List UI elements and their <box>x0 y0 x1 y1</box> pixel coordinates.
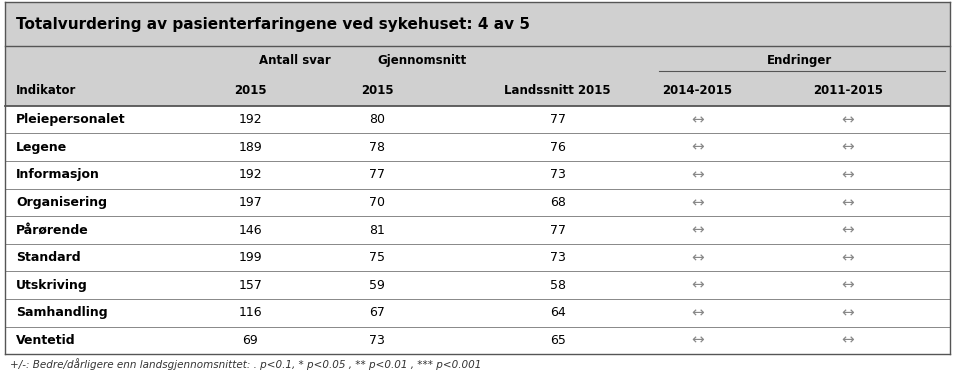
Text: ↔: ↔ <box>690 195 704 210</box>
Bar <box>5 2 950 46</box>
Text: 75: 75 <box>370 251 385 264</box>
Text: Endringer: Endringer <box>767 54 833 67</box>
Text: 146: 146 <box>239 224 262 236</box>
Text: ↔: ↔ <box>690 167 704 182</box>
Text: 69: 69 <box>243 334 258 347</box>
Text: Totalvurdering av pasienterfaringene ved sykehuset: 4 av 5: Totalvurdering av pasienterfaringene ved… <box>16 17 530 32</box>
Text: Standard: Standard <box>16 251 81 264</box>
Text: Pårørende: Pårørende <box>16 224 89 236</box>
Text: 2014-2015: 2014-2015 <box>662 84 732 97</box>
Text: 81: 81 <box>370 224 385 236</box>
Text: 73: 73 <box>550 168 565 181</box>
Text: ↔: ↔ <box>841 305 855 320</box>
Text: Informasjon: Informasjon <box>16 168 100 181</box>
Text: 73: 73 <box>550 251 565 264</box>
Text: Pleiepersonalet: Pleiepersonalet <box>16 113 126 126</box>
Text: 199: 199 <box>239 251 262 264</box>
Text: 192: 192 <box>239 113 262 126</box>
Text: ↔: ↔ <box>690 278 704 293</box>
Bar <box>5 46 950 75</box>
Text: 77: 77 <box>370 168 385 181</box>
Text: ↔: ↔ <box>690 223 704 238</box>
Text: 2011-2015: 2011-2015 <box>813 84 883 97</box>
Text: Utskriving: Utskriving <box>16 279 88 292</box>
Text: 192: 192 <box>239 168 262 181</box>
Text: 76: 76 <box>550 141 565 154</box>
Text: ↔: ↔ <box>841 278 855 293</box>
Bar <box>5 189 950 216</box>
Bar <box>5 106 950 134</box>
Text: 58: 58 <box>550 279 565 292</box>
Text: 59: 59 <box>370 279 385 292</box>
Text: ↔: ↔ <box>690 140 704 155</box>
Text: ↔: ↔ <box>690 112 704 127</box>
Text: ↔: ↔ <box>841 223 855 238</box>
Text: ↔: ↔ <box>690 333 704 348</box>
Text: 78: 78 <box>370 141 385 154</box>
Text: 189: 189 <box>239 141 262 154</box>
Text: ↔: ↔ <box>841 250 855 265</box>
Text: ↔: ↔ <box>841 333 855 348</box>
Text: Landssnitt 2015: Landssnitt 2015 <box>504 84 611 97</box>
Bar <box>5 244 950 271</box>
Text: 65: 65 <box>550 334 565 347</box>
Text: ↔: ↔ <box>690 250 704 265</box>
Text: ↔: ↔ <box>841 112 855 127</box>
Bar <box>5 299 950 326</box>
Bar <box>5 216 950 244</box>
Bar <box>5 326 950 354</box>
Text: 73: 73 <box>370 334 385 347</box>
Text: +/-: Bedre/dårligere enn landsgjennomsnittet: . p<0.1, * p<0.05 , ** p<0.01 , **: +/-: Bedre/dårligere enn landsgjennomsni… <box>10 358 481 370</box>
Text: 157: 157 <box>239 279 262 292</box>
Text: ↔: ↔ <box>841 140 855 155</box>
Text: Legene: Legene <box>16 141 68 154</box>
Text: 77: 77 <box>550 224 565 236</box>
Text: 197: 197 <box>239 196 262 209</box>
Bar <box>5 271 950 299</box>
Text: Antall svar: Antall svar <box>259 54 330 67</box>
Text: ↔: ↔ <box>690 305 704 320</box>
Text: Samhandling: Samhandling <box>16 306 108 319</box>
Text: 64: 64 <box>550 306 565 319</box>
Text: 2015: 2015 <box>234 84 266 97</box>
Text: ↔: ↔ <box>841 167 855 182</box>
Text: 80: 80 <box>370 113 385 126</box>
Text: 70: 70 <box>370 196 385 209</box>
Text: ↔: ↔ <box>841 195 855 210</box>
Text: 67: 67 <box>370 306 385 319</box>
Text: Indikator: Indikator <box>16 84 76 97</box>
Bar <box>5 75 950 106</box>
Bar <box>5 134 950 161</box>
Bar <box>5 161 950 189</box>
Text: 77: 77 <box>550 113 565 126</box>
Text: Gjennomsnitt: Gjennomsnitt <box>377 54 466 67</box>
Text: 2015: 2015 <box>361 84 393 97</box>
Text: 68: 68 <box>550 196 565 209</box>
Text: Organisering: Organisering <box>16 196 107 209</box>
Text: Ventetid: Ventetid <box>16 334 75 347</box>
Text: 116: 116 <box>239 306 262 319</box>
